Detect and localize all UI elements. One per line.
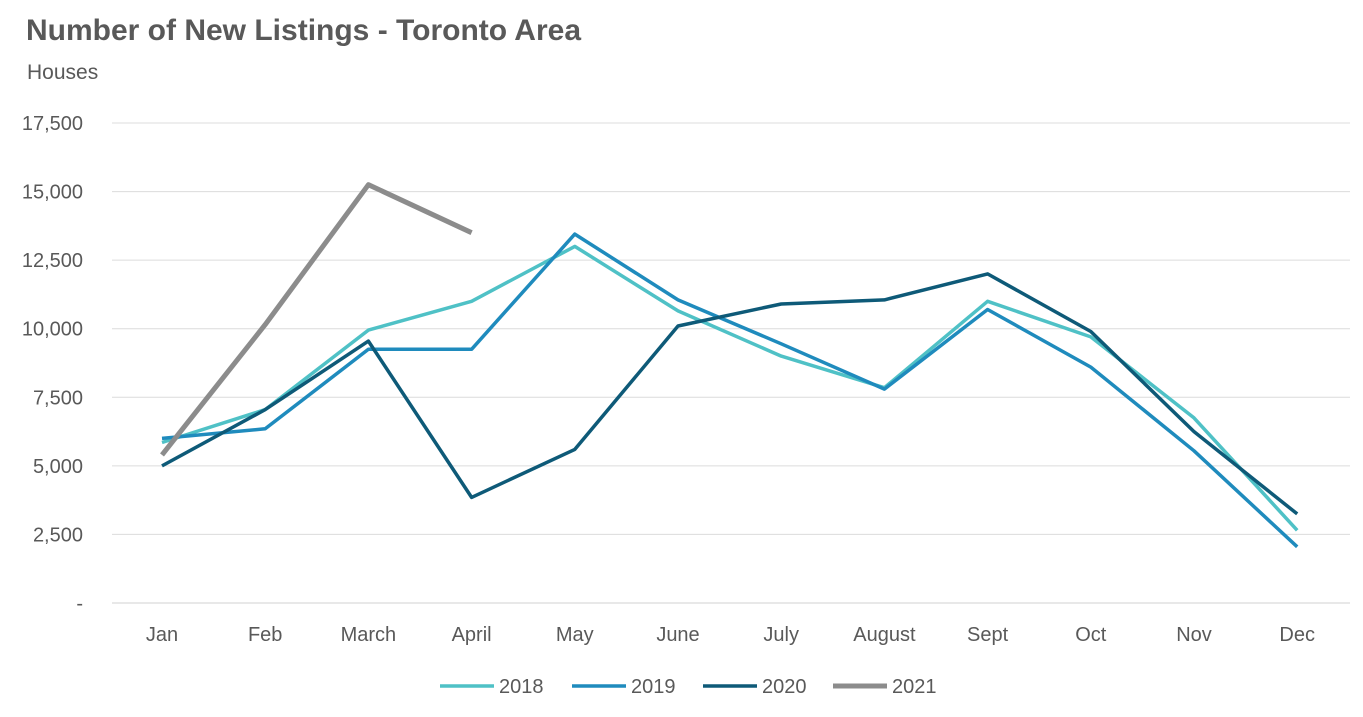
series-line-2020 xyxy=(161,272,1299,516)
legend-label-2021: 2021 xyxy=(892,676,937,698)
legend-label-2020: 2020 xyxy=(762,676,807,698)
series-line-2019 xyxy=(161,232,1299,549)
x-tick-label: Jan xyxy=(146,624,178,646)
legend-label-2019: 2019 xyxy=(631,676,676,698)
y-tick-label: 12,500 xyxy=(22,250,83,272)
chart-subtitle: Houses xyxy=(27,61,99,84)
y-tick-label: 2,500 xyxy=(33,524,83,546)
x-axis-tick-labels: Jan Feb March April May June July August Sept Oct… xyxy=(146,624,1315,646)
y-tick-label: - xyxy=(76,593,83,615)
x-tick-label: June xyxy=(656,624,699,646)
y-tick-label: 5,000 xyxy=(33,456,83,478)
legend-label-2018: 2018 xyxy=(499,676,544,698)
x-tick-label: March xyxy=(341,624,397,646)
x-tick-label: May xyxy=(556,624,594,646)
gridlines xyxy=(112,122,1350,604)
y-tick-label: 10,000 xyxy=(22,319,83,341)
x-tick-label: April xyxy=(452,624,492,646)
x-tick-label: August xyxy=(853,624,916,646)
series-line-2021 xyxy=(160,182,473,457)
x-tick-label: Dec xyxy=(1279,624,1315,646)
x-tick-label: Nov xyxy=(1176,624,1212,646)
x-tick-label: July xyxy=(763,624,799,646)
x-tick-label: Feb xyxy=(248,624,282,646)
legend: 2018 2019 2020 2021 xyxy=(440,676,937,698)
y-tick-label: 17,500 xyxy=(22,113,83,135)
series-line-2018 xyxy=(161,244,1299,532)
y-tick-label: 15,000 xyxy=(22,182,83,204)
chart-title: Number of New Listings - Toronto Area xyxy=(26,14,582,47)
y-tick-label: 7,500 xyxy=(33,387,83,409)
series-lines xyxy=(160,182,1299,549)
y-axis-tick-labels: - 2,500 5,000 7,500 10,000 12,500 15,000 17,500 xyxy=(22,113,83,615)
x-tick-label: Oct xyxy=(1075,624,1107,646)
x-tick-label: Sept xyxy=(967,624,1009,646)
